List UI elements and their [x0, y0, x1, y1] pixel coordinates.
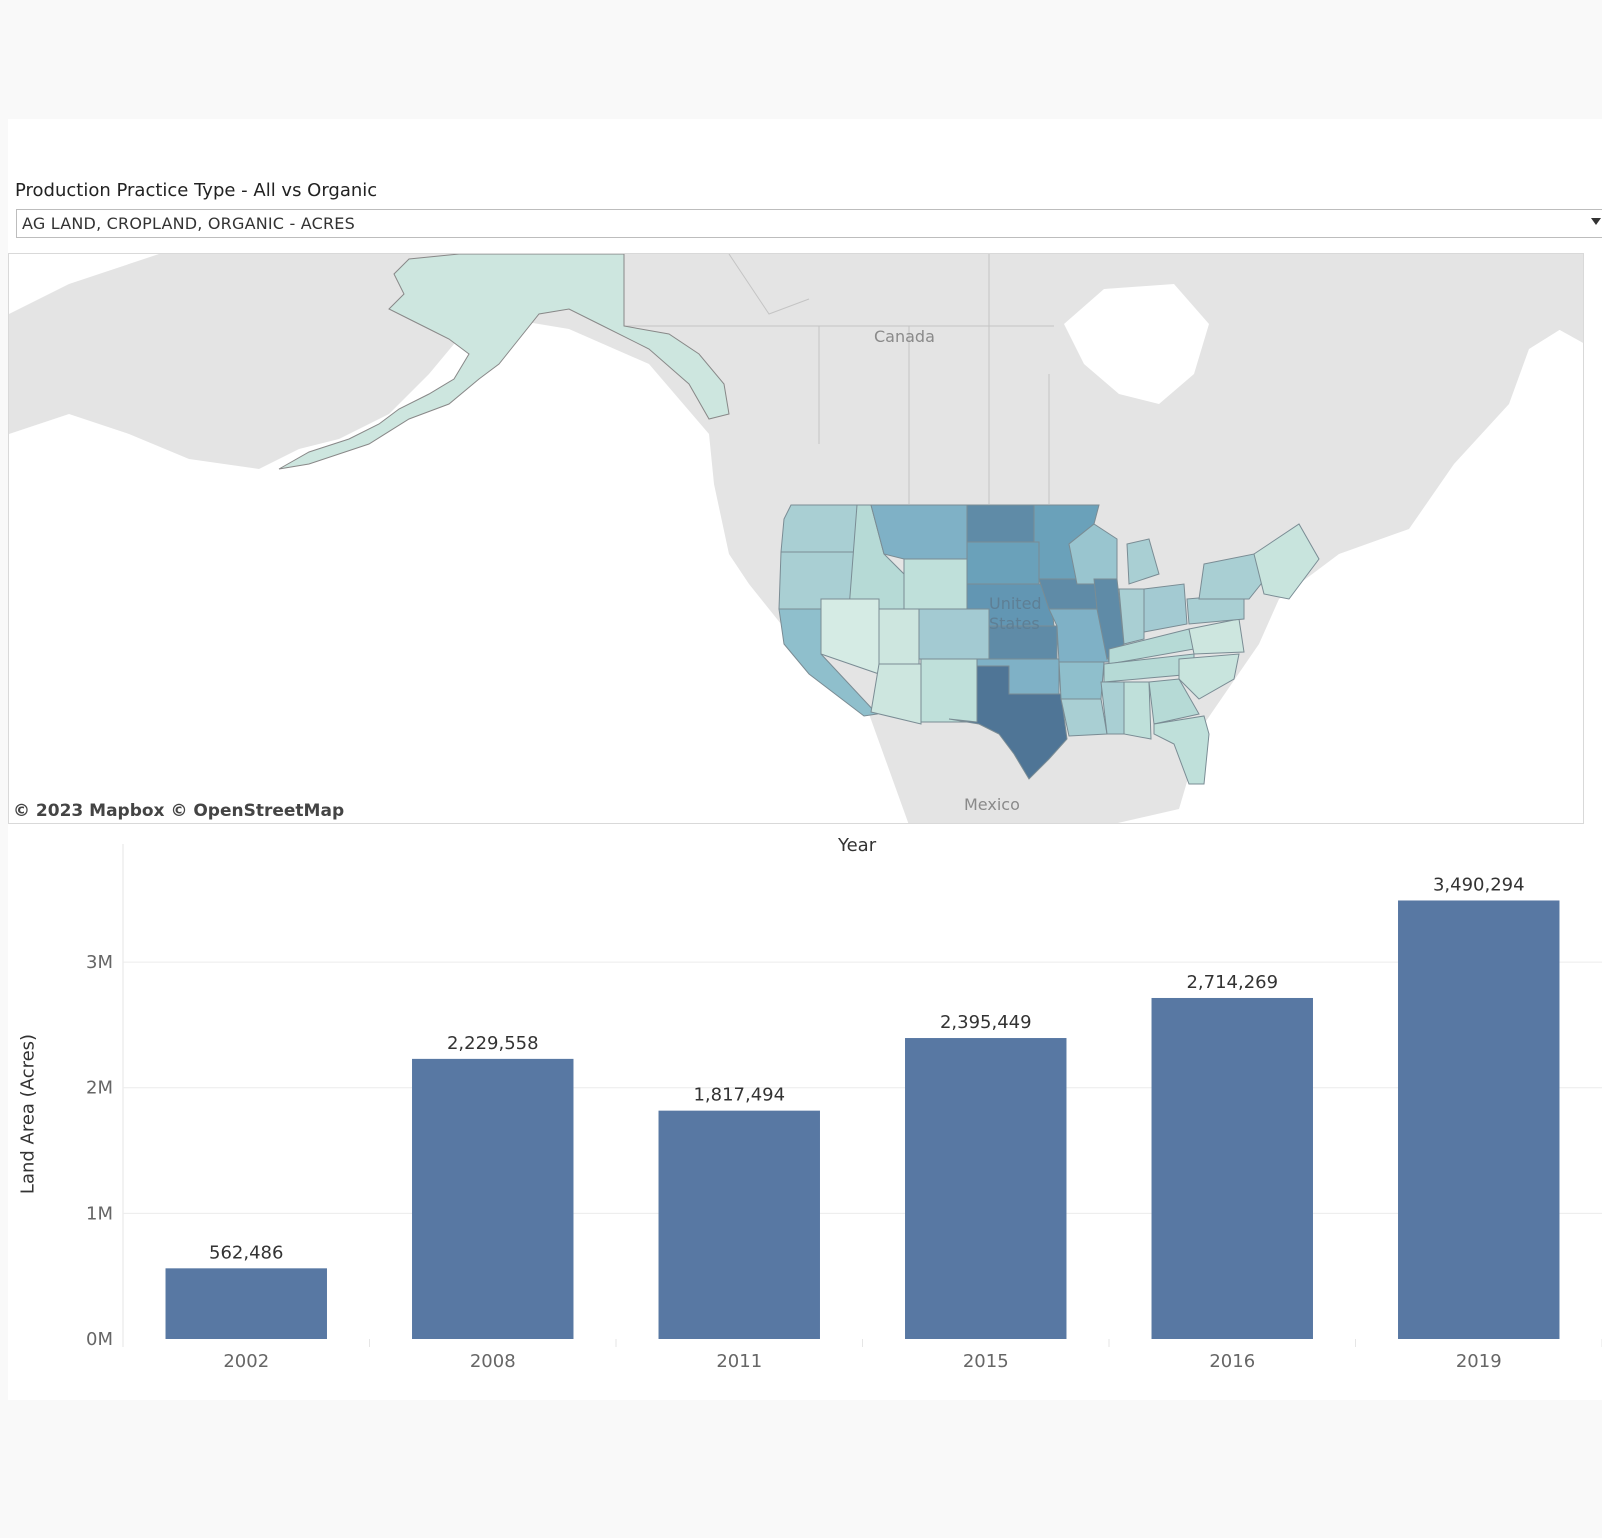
filter-title: Production Practice Type - All vs Organi…	[15, 180, 378, 201]
state-wisconsin	[1068, 523, 1118, 585]
map-canvas[interactable]	[9, 254, 1584, 824]
contiguous-us-states[interactable]	[778, 504, 1320, 785]
x-tick-label-2011: 2011	[716, 1351, 762, 1372]
state-michigan	[1126, 538, 1160, 585]
x-tick-label-2015: 2015	[963, 1351, 1009, 1372]
state-ohio	[1143, 583, 1188, 633]
y-tick-label: 2M	[86, 1078, 113, 1099]
bar-2019	[1398, 900, 1560, 1339]
state-new-york	[1198, 553, 1270, 600]
bar-chart: 0M 1M 2M 3M 562,486 2002 2,229,558 2008 1,817,49…	[86, 844, 1602, 1372]
data-label-2019: 3,490,294	[1433, 874, 1525, 895]
bar-2016	[1151, 997, 1313, 1339]
state-georgia	[1148, 678, 1200, 725]
bar-2011	[658, 1110, 820, 1339]
x-axis-title: Year	[838, 835, 877, 856]
land-hudson-bay-water	[1064, 284, 1209, 404]
data-label-2008: 2,229,558	[447, 1033, 539, 1054]
data-label-2011: 1,817,494	[693, 1085, 785, 1106]
bar-2008	[412, 1058, 574, 1339]
land-greenland	[1459, 254, 1583, 343]
x-tick-label-2016: 2016	[1209, 1351, 1255, 1372]
y-tick-label: 0M	[86, 1329, 113, 1350]
us-choropleth-map[interactable]: Canada United States Mexico © 2023 Mapbo…	[8, 253, 1584, 824]
bar-2015	[905, 1038, 1067, 1339]
map-attribution[interactable]: © 2023 Mapbox © OpenStreetMap	[11, 801, 347, 821]
x-tick-label-2002: 2002	[223, 1351, 269, 1372]
map-label-mexico: Mexico	[964, 795, 1020, 814]
data-label-2016: 2,714,269	[1186, 972, 1278, 993]
state-indiana	[1118, 588, 1145, 645]
y-tick-label: 3M	[86, 952, 113, 973]
state-florida	[1153, 715, 1210, 785]
state-alaska[interactable]	[278, 254, 730, 470]
data-label-2002: 562,486	[209, 1242, 283, 1263]
y-tick-label: 1M	[86, 1203, 113, 1224]
bar-2002	[165, 1268, 327, 1339]
state-virginia	[1188, 618, 1245, 655]
dropdown-selected-value: AG LAND, CROPLAND, ORGANIC - ACRES	[22, 214, 355, 233]
data-label-2015: 2,395,449	[940, 1012, 1032, 1033]
dashboard-panel: Production Practice Type - All vs Organi…	[8, 119, 1602, 1400]
x-tick-label-2008: 2008	[470, 1351, 516, 1372]
state-new-england	[1253, 523, 1320, 600]
state-arizona	[870, 663, 922, 725]
x-tick-label-2019: 2019	[1456, 1351, 1502, 1372]
state-carolinas	[1178, 653, 1240, 700]
state-alabama	[1123, 681, 1152, 740]
map-label-united-states: United States	[989, 594, 1042, 633]
map-label-canada: Canada	[874, 327, 935, 346]
state-texas	[948, 665, 1068, 780]
production-practice-dropdown[interactable]: AG LAND, CROPLAND, ORGANIC - ACRES	[16, 209, 1602, 238]
dropdown-arrow-icon[interactable]	[1591, 218, 1601, 225]
